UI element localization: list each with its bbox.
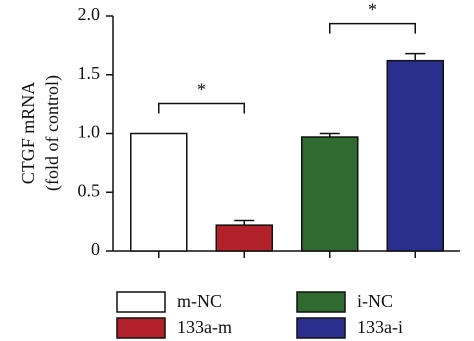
bar — [301, 136, 359, 252]
y-axis-title: CTGF mRNA (fold of control) — [18, 75, 63, 191]
y-tick-label: 0 — [91, 239, 100, 259]
legend-swatch — [296, 317, 346, 339]
y-axis-title-line: CTGF mRNA — [18, 82, 38, 185]
legend-label: i-NC — [357, 291, 393, 311]
y-axis-title-line: (fold of control) — [42, 75, 63, 191]
legend-swatch — [296, 291, 346, 313]
legend-label: 133a-i — [357, 317, 403, 337]
y-tick-label: 1.0 — [78, 122, 101, 142]
significance-label: * — [368, 0, 377, 20]
legend-swatch — [116, 317, 166, 339]
legend-swatch — [116, 291, 166, 313]
y-tick-label: 0.5 — [78, 180, 101, 200]
y-tick-label: 1.5 — [78, 63, 101, 83]
significance-bracket — [329, 22, 416, 34]
bar — [130, 132, 188, 252]
significance-label: * — [197, 80, 206, 100]
bar — [215, 224, 273, 252]
legend-label: m-NC — [177, 291, 222, 311]
significance-bracket — [158, 102, 245, 114]
y-tick-label: 2.0 — [78, 4, 101, 24]
legend-label: 133a-m — [177, 317, 232, 337]
bar — [386, 59, 444, 252]
